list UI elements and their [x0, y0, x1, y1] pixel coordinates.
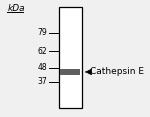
Text: 48: 48 [38, 63, 48, 72]
Text: kDa: kDa [8, 4, 26, 13]
Text: 79: 79 [38, 28, 48, 37]
Text: Cathepsin E: Cathepsin E [90, 68, 144, 76]
Bar [59, 7, 82, 108]
Text: 62: 62 [38, 47, 48, 56]
Text: 37: 37 [38, 77, 48, 86]
Bar [60, 69, 80, 75]
